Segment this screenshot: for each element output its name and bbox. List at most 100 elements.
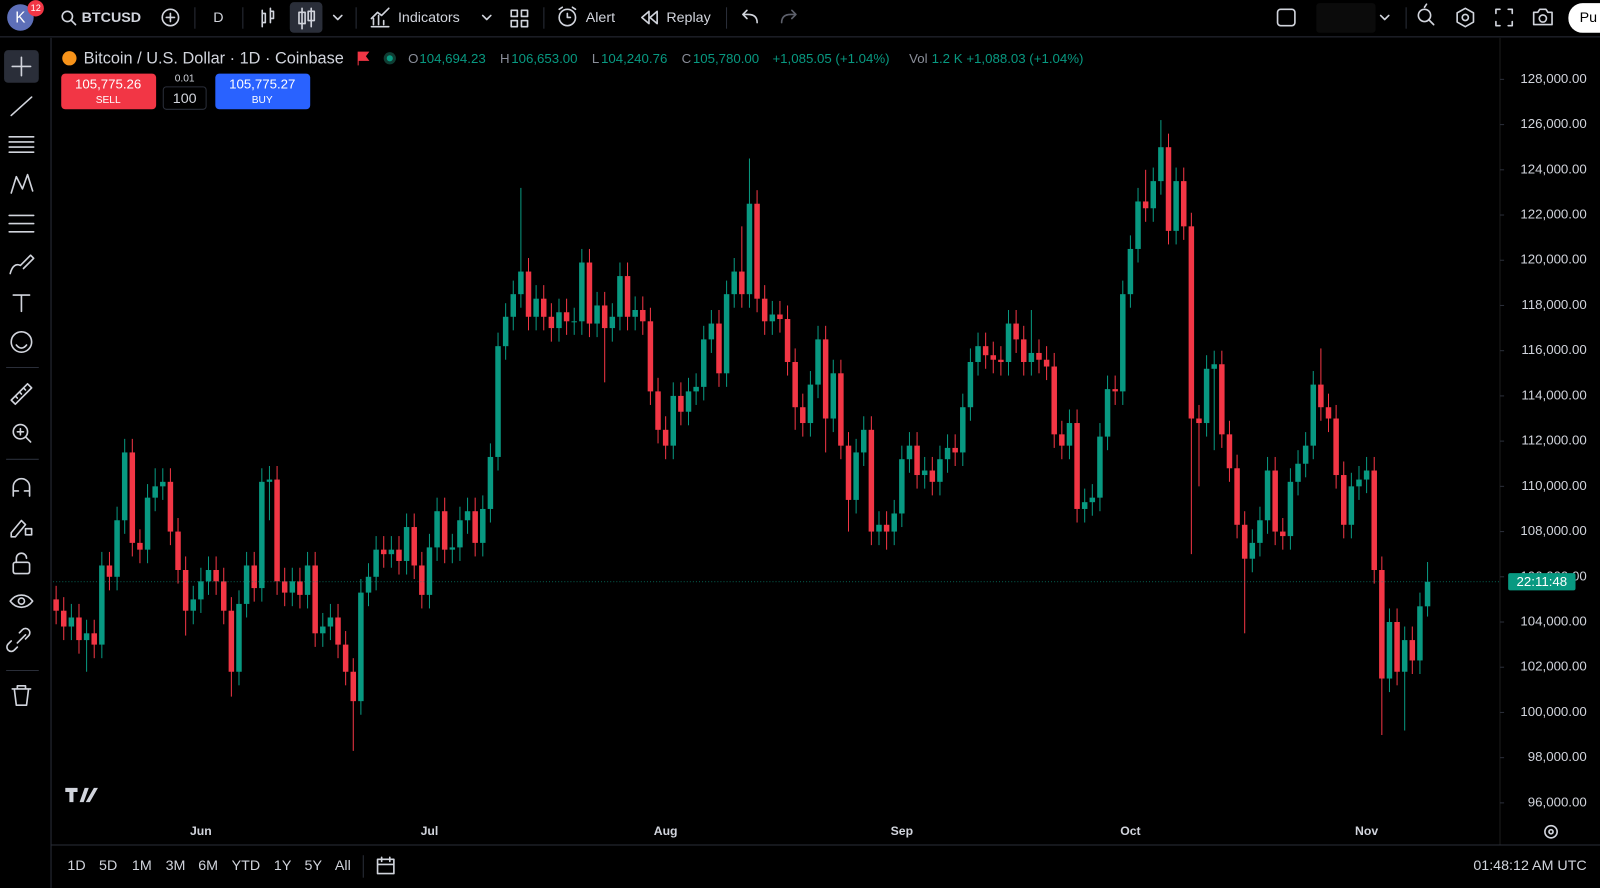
open-value: 104,694.23 [419, 51, 485, 66]
range-button[interactable]: All [335, 858, 351, 874]
range-button[interactable]: 3M [166, 858, 186, 874]
link-icon[interactable] [6, 627, 31, 653]
indicators[interactable]: Indicators [398, 10, 460, 26]
sell-price[interactable]: 105,775.26 [75, 76, 141, 91]
date-range-icon[interactable] [376, 856, 395, 875]
candle-body [914, 445, 920, 476]
legend: Bitcoin / U.S. Dollar · 1D · Coinbase O … [62, 50, 1083, 68]
range-button[interactable]: 1D [67, 858, 85, 874]
trash-icon[interactable] [11, 685, 32, 707]
flag[interactable] [357, 51, 370, 66]
candle-body [556, 312, 562, 329]
magnet-icon[interactable] [12, 477, 31, 497]
range-button[interactable]: 6M [198, 858, 218, 874]
clock[interactable]: 01:48:12 AM UTC [1473, 858, 1586, 874]
buy-button[interactable] [215, 73, 311, 110]
range-button[interactable]: 1Y [274, 858, 292, 874]
y-tick-label: 98,000.00 [1528, 749, 1587, 764]
candle-body [60, 610, 67, 627]
range-button[interactable]: 5Y [305, 858, 323, 874]
replay[interactable]: Replay [666, 10, 711, 26]
sell-label[interactable]: SELL [96, 95, 121, 106]
emoji-icon[interactable] [10, 330, 33, 353]
candle-body [1074, 423, 1080, 509]
candle-body [396, 549, 402, 561]
candle-body [1356, 479, 1362, 487]
candle-body [480, 508, 486, 543]
candle-body [1249, 542, 1256, 559]
sell-button[interactable] [61, 73, 157, 110]
fullscreen[interactable] [1495, 8, 1514, 27]
interval[interactable]: D [213, 10, 223, 26]
redo[interactable] [780, 9, 797, 24]
quantity[interactable]: 100 [173, 91, 197, 107]
quantity-box[interactable] [162, 86, 207, 110]
replay-icon[interactable] [641, 10, 658, 25]
buy-price[interactable]: 105,775.27 [229, 76, 295, 91]
indicators-icon[interactable] [370, 7, 390, 28]
candle-body [228, 610, 235, 672]
range-button[interactable]: YTD [232, 858, 261, 874]
tradingview-logo[interactable] [65, 787, 98, 803]
zoom-icon[interactable] [12, 423, 29, 440]
avatar-letter: K [15, 10, 26, 27]
snapshot[interactable] [1532, 8, 1553, 26]
prediction-icon[interactable] [8, 214, 35, 233]
add-symbol[interactable] [161, 8, 180, 27]
bar-style-icon[interactable] [261, 7, 275, 28]
avatar[interactable] [7, 4, 34, 31]
ruler-icon[interactable] [10, 382, 33, 406]
candle-body [708, 323, 715, 340]
layout-icon[interactable] [1276, 8, 1296, 27]
y-tick-label: 122,000.00 [1520, 207, 1586, 222]
candle-body [76, 617, 82, 641]
brush-icon[interactable] [9, 254, 35, 275]
fib-icon[interactable] [8, 136, 35, 153]
text-icon[interactable] [12, 294, 31, 313]
lock-icon[interactable] [12, 561, 31, 575]
candle-body [579, 262, 585, 322]
low-value: 104,240.76 [601, 51, 667, 66]
axis-settings[interactable] [1544, 824, 1558, 839]
bottom-bar: 01:48:12 AM UTC 1D 5D 1M 3M 6M YTD 1Y 5Y All [67, 855, 1587, 878]
range-button[interactable]: 1M [132, 858, 152, 874]
visibility-icon[interactable] [9, 594, 34, 609]
publish-button[interactable] [1568, 3, 1600, 33]
pattern-icon[interactable] [10, 173, 34, 194]
volume-label: Vol [909, 51, 927, 66]
candle-body [982, 346, 989, 356]
candle-body [1302, 445, 1309, 464]
y-tick-label: 120,000.00 [1520, 252, 1586, 267]
trendline-icon[interactable] [10, 96, 33, 117]
chevron[interactable] [1379, 14, 1390, 21]
candle-body [1417, 606, 1423, 661]
candle-body [800, 407, 806, 424]
chevron[interactable] [481, 14, 492, 21]
x-tick-label: Nov [1355, 824, 1378, 838]
candle-style-selected[interactable] [289, 2, 323, 33]
candle-body [1333, 418, 1339, 476]
candle-body [1295, 463, 1301, 482]
candle-body [960, 407, 966, 453]
symbol[interactable]: BTCUSD [82, 10, 141, 26]
candle-body [312, 565, 318, 634]
chevron[interactable] [332, 14, 343, 21]
range-button[interactable]: 5D [99, 858, 117, 874]
publish[interactable]: Pu [1580, 10, 1597, 26]
candle-body [876, 524, 882, 532]
candle-body [1363, 470, 1370, 480]
layouts-icon[interactable] [510, 9, 529, 28]
candle-body [1379, 570, 1385, 679]
account-box[interactable] [1316, 3, 1376, 33]
badge-count: 12 [31, 3, 41, 13]
buy-label[interactable]: BUY [252, 95, 273, 106]
quick-search[interactable] [1417, 8, 1432, 23]
lock-draw-icon[interactable] [10, 519, 33, 538]
undo[interactable] [742, 9, 758, 24]
alert-icon[interactable] [558, 8, 577, 27]
search-icon[interactable] [61, 10, 74, 23]
candle-body [548, 316, 555, 329]
high-value: 106,653.00 [511, 51, 577, 66]
settings[interactable] [1456, 7, 1475, 28]
alert[interactable]: Alert [586, 10, 615, 26]
